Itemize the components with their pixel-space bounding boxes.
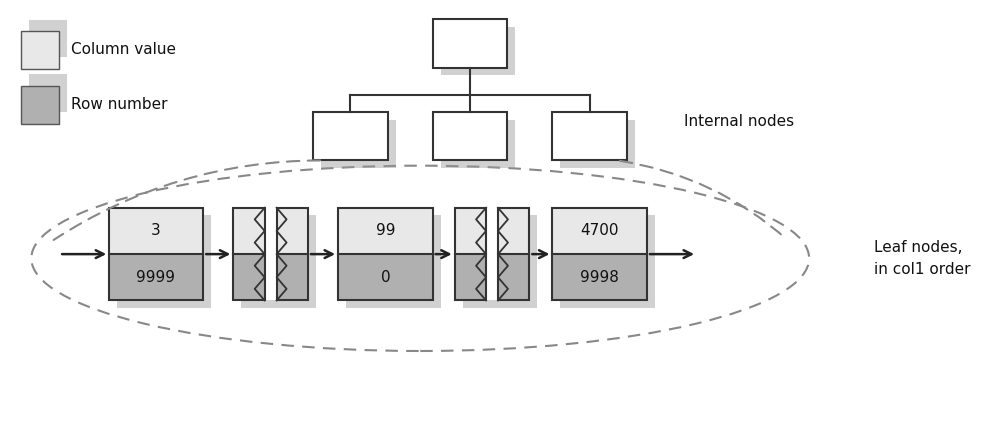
Text: Row number: Row number [71,97,168,112]
Text: 0: 0 [381,270,390,285]
Text: 9999: 9999 [136,270,175,285]
Text: 4700: 4700 [580,223,619,238]
Bar [433,112,507,160]
Text: 9998: 9998 [580,270,619,285]
Bar [498,208,529,301]
Bar [552,208,647,254]
Bar [265,208,277,301]
Bar [455,208,529,254]
Bar [560,120,635,168]
Text: Leaf nodes,
in col1 order: Leaf nodes, in col1 order [874,240,970,277]
Bar [441,27,515,75]
Bar [29,20,67,57]
Bar [338,208,433,301]
Bar [233,208,308,254]
Bar [233,254,308,301]
Bar [277,208,308,301]
Bar [109,208,203,301]
Bar [338,208,433,254]
Bar [338,254,433,301]
Bar [441,120,515,168]
Bar [455,208,486,301]
Bar [233,208,265,301]
Bar [313,112,388,160]
Bar [552,254,647,301]
Text: 99: 99 [376,223,395,238]
Text: Column value: Column value [71,42,176,57]
Bar [560,215,655,308]
Bar [321,120,396,168]
Bar [117,215,211,308]
Bar [346,215,441,308]
Bar [109,208,203,254]
Bar [552,208,647,301]
Bar [455,254,529,301]
Text: Internal nodes: Internal nodes [684,114,795,129]
Bar [463,215,537,308]
Bar [486,208,498,301]
Bar [241,215,316,308]
Text: 3: 3 [151,223,161,238]
Bar [21,86,59,123]
Bar [29,74,67,112]
Bar [109,254,203,301]
Bar [433,19,507,68]
Bar [552,112,627,160]
Bar [21,31,59,69]
